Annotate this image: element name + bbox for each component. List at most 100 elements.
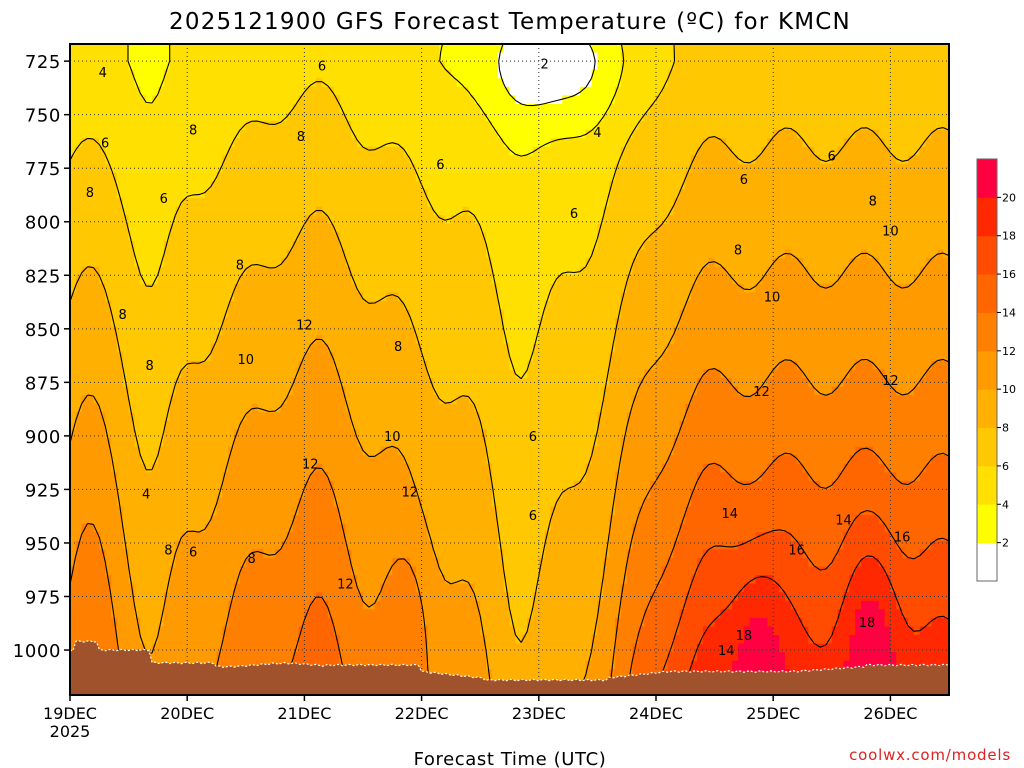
temperature-cell <box>234 44 241 54</box>
temperature-cell <box>140 121 147 131</box>
temperature-cell <box>585 181 593 191</box>
temperature-cell <box>521 163 528 174</box>
temperature-cell <box>579 275 587 285</box>
temperature-cell <box>620 223 628 234</box>
temperature-cell <box>884 44 891 54</box>
temperature-cell <box>755 112 763 122</box>
temperature-cell <box>251 52 259 62</box>
temperature-cell <box>251 61 259 71</box>
temperature-cell <box>251 300 259 311</box>
temperature-cell <box>702 181 710 191</box>
temperature-cell <box>685 129 692 139</box>
temperature-cell <box>450 318 458 328</box>
temperature-cell <box>585 103 593 114</box>
temperature-cell <box>157 283 165 294</box>
temperature-cell <box>210 103 218 114</box>
temperature-cell <box>269 172 276 182</box>
temperature-cell <box>450 266 458 276</box>
temperature-cell <box>93 95 100 105</box>
temperature-cell <box>802 283 809 294</box>
temperature-cell <box>134 86 141 96</box>
temperature-cell <box>878 249 886 259</box>
temperature-cell <box>743 241 751 251</box>
temperature-cell <box>738 241 745 251</box>
temperature-cell <box>884 61 891 71</box>
temperature-cell <box>111 138 118 148</box>
temperature-cell <box>245 103 253 114</box>
temperature-cell <box>855 292 862 302</box>
temperature-cell <box>380 198 388 208</box>
temperature-cell <box>462 275 470 285</box>
temperature-cell <box>779 206 786 216</box>
temperature-cell <box>292 232 300 242</box>
temperature-cell <box>316 283 323 294</box>
temperature-cell <box>163 283 171 294</box>
temperature-cell <box>679 198 686 208</box>
temperature-cell <box>357 206 364 216</box>
temperature-cell <box>116 155 124 165</box>
temperature-cell <box>796 215 804 225</box>
temperature-cell <box>866 112 874 122</box>
temperature-cell <box>280 146 288 156</box>
temperature-cell <box>732 258 739 268</box>
temperature-cell <box>181 172 188 182</box>
temperature-cell <box>304 86 311 96</box>
temperature-cell <box>743 61 751 71</box>
temperature-cell <box>351 275 358 285</box>
temperature-cell <box>398 189 405 199</box>
temperature-cell <box>363 52 370 62</box>
temperature-cell <box>421 52 429 62</box>
temperature-cell <box>831 103 839 114</box>
temperature-cell <box>239 112 247 122</box>
temperature-cell <box>134 172 141 182</box>
temperature-cell <box>943 86 949 96</box>
temperature-cell <box>415 69 423 79</box>
temperature-cell <box>538 266 546 276</box>
temperature-cell <box>99 69 106 79</box>
temperature-cell <box>433 258 440 268</box>
temperature-cell <box>632 163 640 174</box>
temperature-cell <box>585 258 593 268</box>
temperature-cell <box>656 52 663 62</box>
temperature-cell <box>749 129 757 139</box>
temperature-cell <box>269 138 276 148</box>
temperature-cell <box>404 163 411 174</box>
temperature-cell <box>275 266 282 276</box>
temperature-cell <box>890 300 897 311</box>
temperature-cell <box>738 121 745 131</box>
temperature-cell <box>269 266 276 276</box>
temperature-cell <box>357 318 364 328</box>
temperature-cell <box>433 223 440 234</box>
temperature-cell <box>316 292 323 302</box>
temperature-cell <box>75 266 83 276</box>
temperature-cell <box>363 232 370 242</box>
temperature-cell <box>855 121 862 131</box>
temperature-cell <box>163 129 171 139</box>
temperature-cell <box>562 86 569 96</box>
temperature-cell <box>181 52 188 62</box>
temperature-cell <box>280 198 288 208</box>
temperature-cell <box>439 172 446 182</box>
temperature-cell <box>902 95 909 105</box>
temperature-cell <box>861 163 868 174</box>
temperature-cell <box>304 318 311 328</box>
temperature-cell <box>327 292 335 302</box>
temperature-cell <box>743 103 751 114</box>
temperature-cell <box>556 275 563 285</box>
temperature-cell <box>321 206 329 216</box>
temperature-cell <box>292 241 300 251</box>
temperature-cell <box>644 189 651 199</box>
temperature-cell <box>368 232 376 242</box>
temperature-cell <box>544 266 552 276</box>
temperature-cell <box>726 155 733 165</box>
temperature-cell <box>884 112 891 122</box>
temperature-cell <box>304 283 311 294</box>
temperature-cell <box>743 215 751 225</box>
temperature-cell <box>75 44 83 54</box>
temperature-cell <box>773 146 780 156</box>
temperature-cell <box>866 146 874 156</box>
temperature-cell <box>93 163 100 174</box>
temperature-cell <box>175 172 182 182</box>
temperature-cell <box>743 232 751 242</box>
temperature-cell <box>421 283 429 294</box>
